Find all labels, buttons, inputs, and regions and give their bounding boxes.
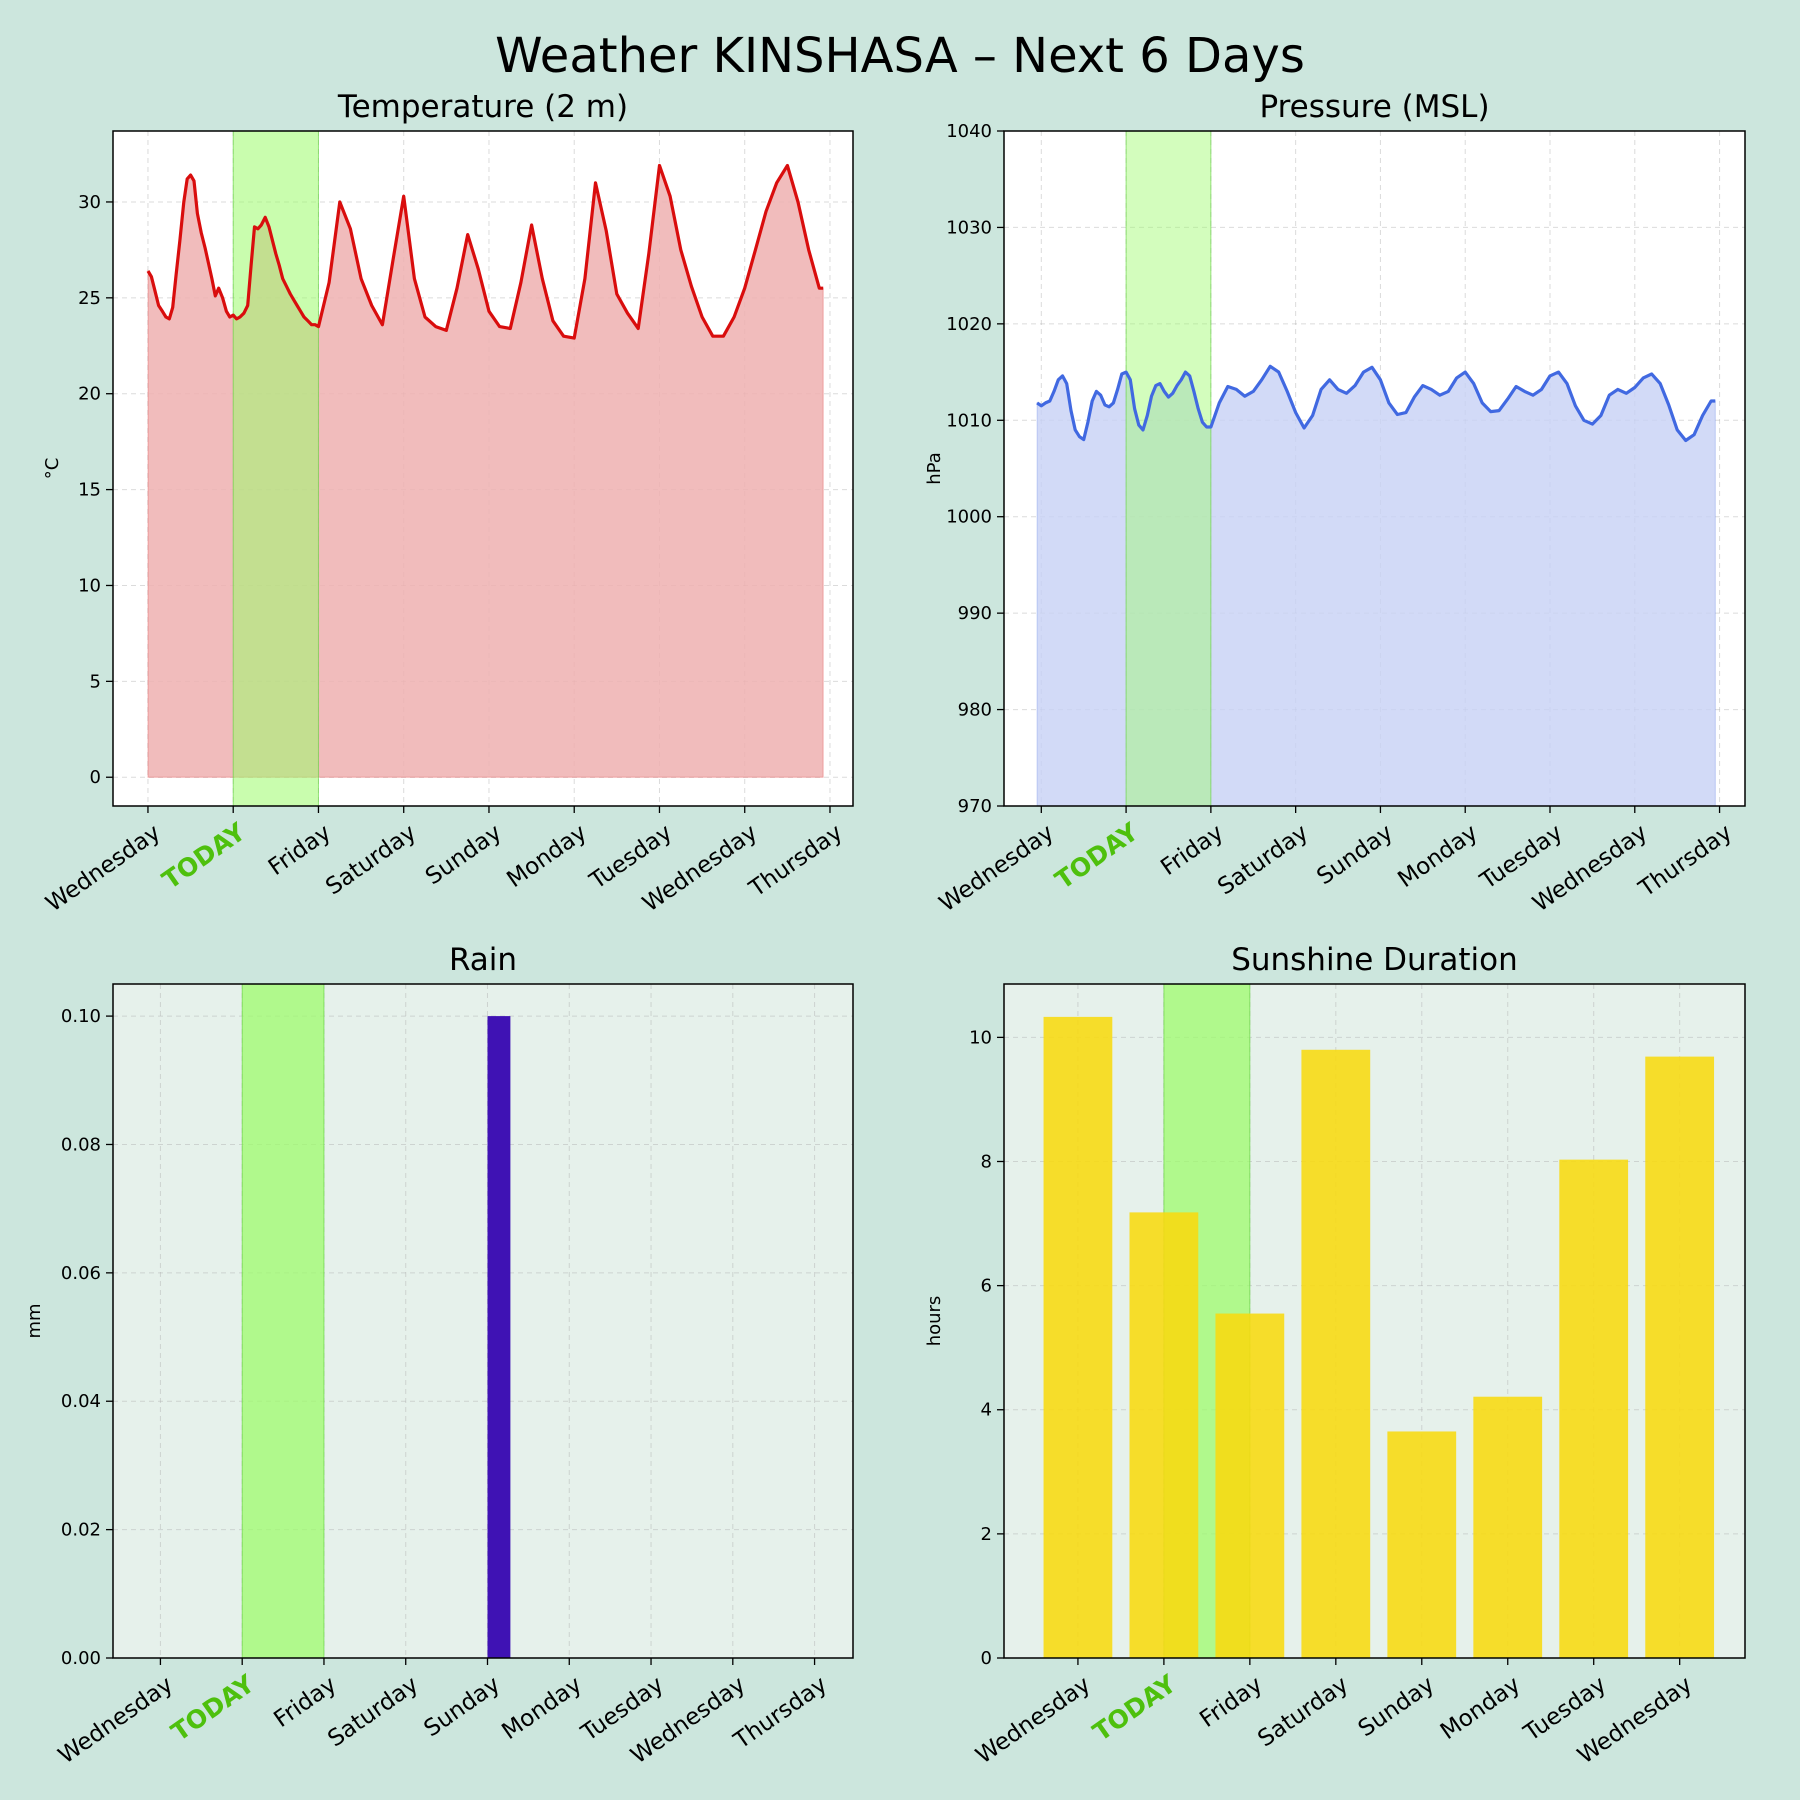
pressure-today-band (1125, 131, 1212, 806)
sunshine-ytick-label: 2 (981, 1524, 992, 1545)
sunshine-bar (1645, 1056, 1715, 1658)
temperature-ytick-label: 5 (90, 671, 101, 692)
sunshine-bar (1043, 1016, 1113, 1658)
temperature-series-line (146, 163, 824, 340)
sunshine-bar (1129, 1212, 1199, 1658)
sunshine-chart-title: Sunshine Duration (1231, 942, 1518, 978)
rain-ytick-label: 0.06 (61, 1263, 101, 1284)
temperature-chart: Temperature (2 m)051015202530°CWednesday… (41, 89, 854, 917)
pressure-ytick-label: 1000 (946, 507, 992, 528)
sunshine-bar (1387, 1431, 1457, 1658)
figure-title: Weather KINSHASA – Next 6 Days (495, 28, 1305, 84)
temperature-ytick-label: 25 (78, 288, 101, 309)
rain-ytick-label: 0.02 (61, 1520, 101, 1541)
sunshine-bar (1301, 1049, 1371, 1658)
sunshine-chart: Sunshine Duration0246810hoursWednesdayTO… (924, 942, 1746, 1769)
temperature-ytick-label: 20 (78, 384, 101, 405)
rain-ytick-label: 0.08 (61, 1134, 101, 1155)
sunshine-plot-area (1004, 984, 1745, 1658)
rain-chart-title: Rain (449, 942, 517, 978)
sunshine-ytick-label: 0 (981, 1648, 992, 1669)
rain-today-band (241, 984, 325, 1658)
temperature-axes-frame (112, 130, 854, 807)
sunshine-y-axis-label: hours (924, 1296, 945, 1347)
rain-plot-area (113, 984, 853, 1658)
pressure-ytick-label: 980 (958, 700, 992, 721)
rain-ytick-label: 0.10 (61, 1006, 101, 1027)
pressure-ytick-label: 970 (958, 796, 992, 817)
temperature-chart-title: Temperature (2 m) (337, 89, 628, 125)
sunshine-bar (1215, 1313, 1285, 1658)
sunshine-ytick-label: 6 (981, 1276, 992, 1297)
chart-panels: Temperature (2 m)051015202530°CWednesday… (24, 89, 1746, 1769)
pressure-ytick-label: 1020 (946, 314, 992, 335)
pressure-chart: Pressure (MSL) 970 980 990 1000 1010 1020 1030 1… (924, 89, 1746, 917)
sunshine-bar (1473, 1396, 1543, 1658)
temperature-plot-area (113, 131, 853, 806)
temperature-ytick-label: 15 (78, 480, 101, 501)
temperature-today-band (232, 131, 319, 806)
temperature-ytick-label: 30 (78, 192, 101, 213)
sunshine-ytick-label: 8 (981, 1151, 992, 1172)
temperature-ytick-label: 10 (78, 575, 101, 596)
rain-axes-background (113, 984, 853, 1658)
pressure-ytick-label: 1030 (946, 217, 992, 238)
sunshine-ytick-label: 10 (969, 1027, 992, 1048)
rain-ytick-label: 0.00 (61, 1648, 101, 1669)
rain-bar (487, 1016, 511, 1658)
temperature-y-axis-label: °C (42, 458, 63, 480)
temperature-ytick-label: 0 (90, 767, 101, 788)
pressure-plot-area (1004, 131, 1745, 806)
rain-y-axis-label: mm (24, 1303, 45, 1338)
sunshine-axes-frame (1003, 983, 1746, 1659)
pressure-series-line (1036, 364, 1716, 443)
sunshine-bar (1559, 1159, 1629, 1658)
pressure-ytick-label: 1010 (946, 410, 992, 431)
rain-chart: Rain0.000.020.040.060.080.10mmWednesdayT… (24, 942, 854, 1769)
sunshine-ytick-label: 4 (981, 1400, 992, 1421)
pressure-ytick-label: 990 (958, 603, 992, 624)
rain-axes-frame (112, 983, 854, 1659)
pressure-chart-title: Pressure (MSL) (1259, 89, 1489, 125)
pressure-axes-frame (1003, 130, 1746, 807)
rain-ytick-label: 0.04 (61, 1391, 101, 1412)
sunshine-axes-background (1004, 984, 1745, 1658)
pressure-y-axis-label: hPa (924, 452, 945, 484)
pressure-ytick-label: 1040 (946, 121, 992, 142)
